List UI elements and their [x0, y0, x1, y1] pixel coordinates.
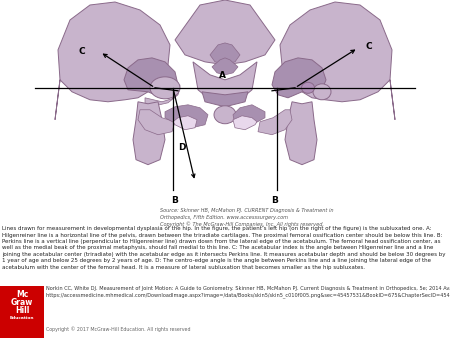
Text: Lines drawn for measurement in developmental dysplasia of the hip. In the figure: Lines drawn for measurement in developme…: [2, 226, 446, 269]
Text: A: A: [219, 71, 225, 80]
Polygon shape: [165, 105, 208, 128]
Text: C: C: [365, 42, 372, 51]
Bar: [0, 286, 44, 338]
Text: Norkin CC, White DJ. Measurement of Joint Motion: A Guide to Goniometry. Skinner: Norkin CC, White DJ. Measurement of Join…: [46, 286, 450, 298]
Text: C: C: [78, 47, 85, 56]
Text: Copyright © 2017 McGraw-Hill Education. All rights reserved: Copyright © 2017 McGraw-Hill Education. …: [46, 327, 190, 332]
Polygon shape: [55, 2, 170, 120]
Text: B: B: [171, 196, 179, 204]
Polygon shape: [280, 2, 395, 120]
Ellipse shape: [214, 106, 236, 124]
Ellipse shape: [302, 82, 315, 93]
Text: Education: Education: [10, 316, 34, 320]
Polygon shape: [258, 110, 292, 135]
Ellipse shape: [150, 77, 180, 99]
Polygon shape: [210, 43, 240, 64]
Polygon shape: [133, 102, 165, 165]
Text: Graw: Graw: [11, 298, 33, 307]
Polygon shape: [145, 85, 180, 106]
Text: Hill: Hill: [15, 306, 29, 315]
Polygon shape: [202, 92, 248, 107]
Text: D: D: [178, 143, 185, 152]
Polygon shape: [285, 102, 317, 165]
Polygon shape: [138, 110, 175, 135]
Polygon shape: [173, 116, 197, 130]
Ellipse shape: [313, 84, 331, 100]
Text: Mc: Mc: [16, 290, 28, 299]
Polygon shape: [233, 105, 265, 128]
Polygon shape: [272, 58, 326, 98]
Polygon shape: [233, 116, 257, 130]
Polygon shape: [175, 0, 275, 65]
Polygon shape: [124, 58, 178, 98]
Polygon shape: [193, 62, 257, 103]
Text: Source: Skinner HB, McMahon PJ. CURRENT Diagnosis & Treatment in
Orthopedics, Fi: Source: Skinner HB, McMahon PJ. CURRENT …: [160, 208, 333, 227]
Text: B: B: [271, 196, 279, 204]
Polygon shape: [212, 58, 238, 75]
